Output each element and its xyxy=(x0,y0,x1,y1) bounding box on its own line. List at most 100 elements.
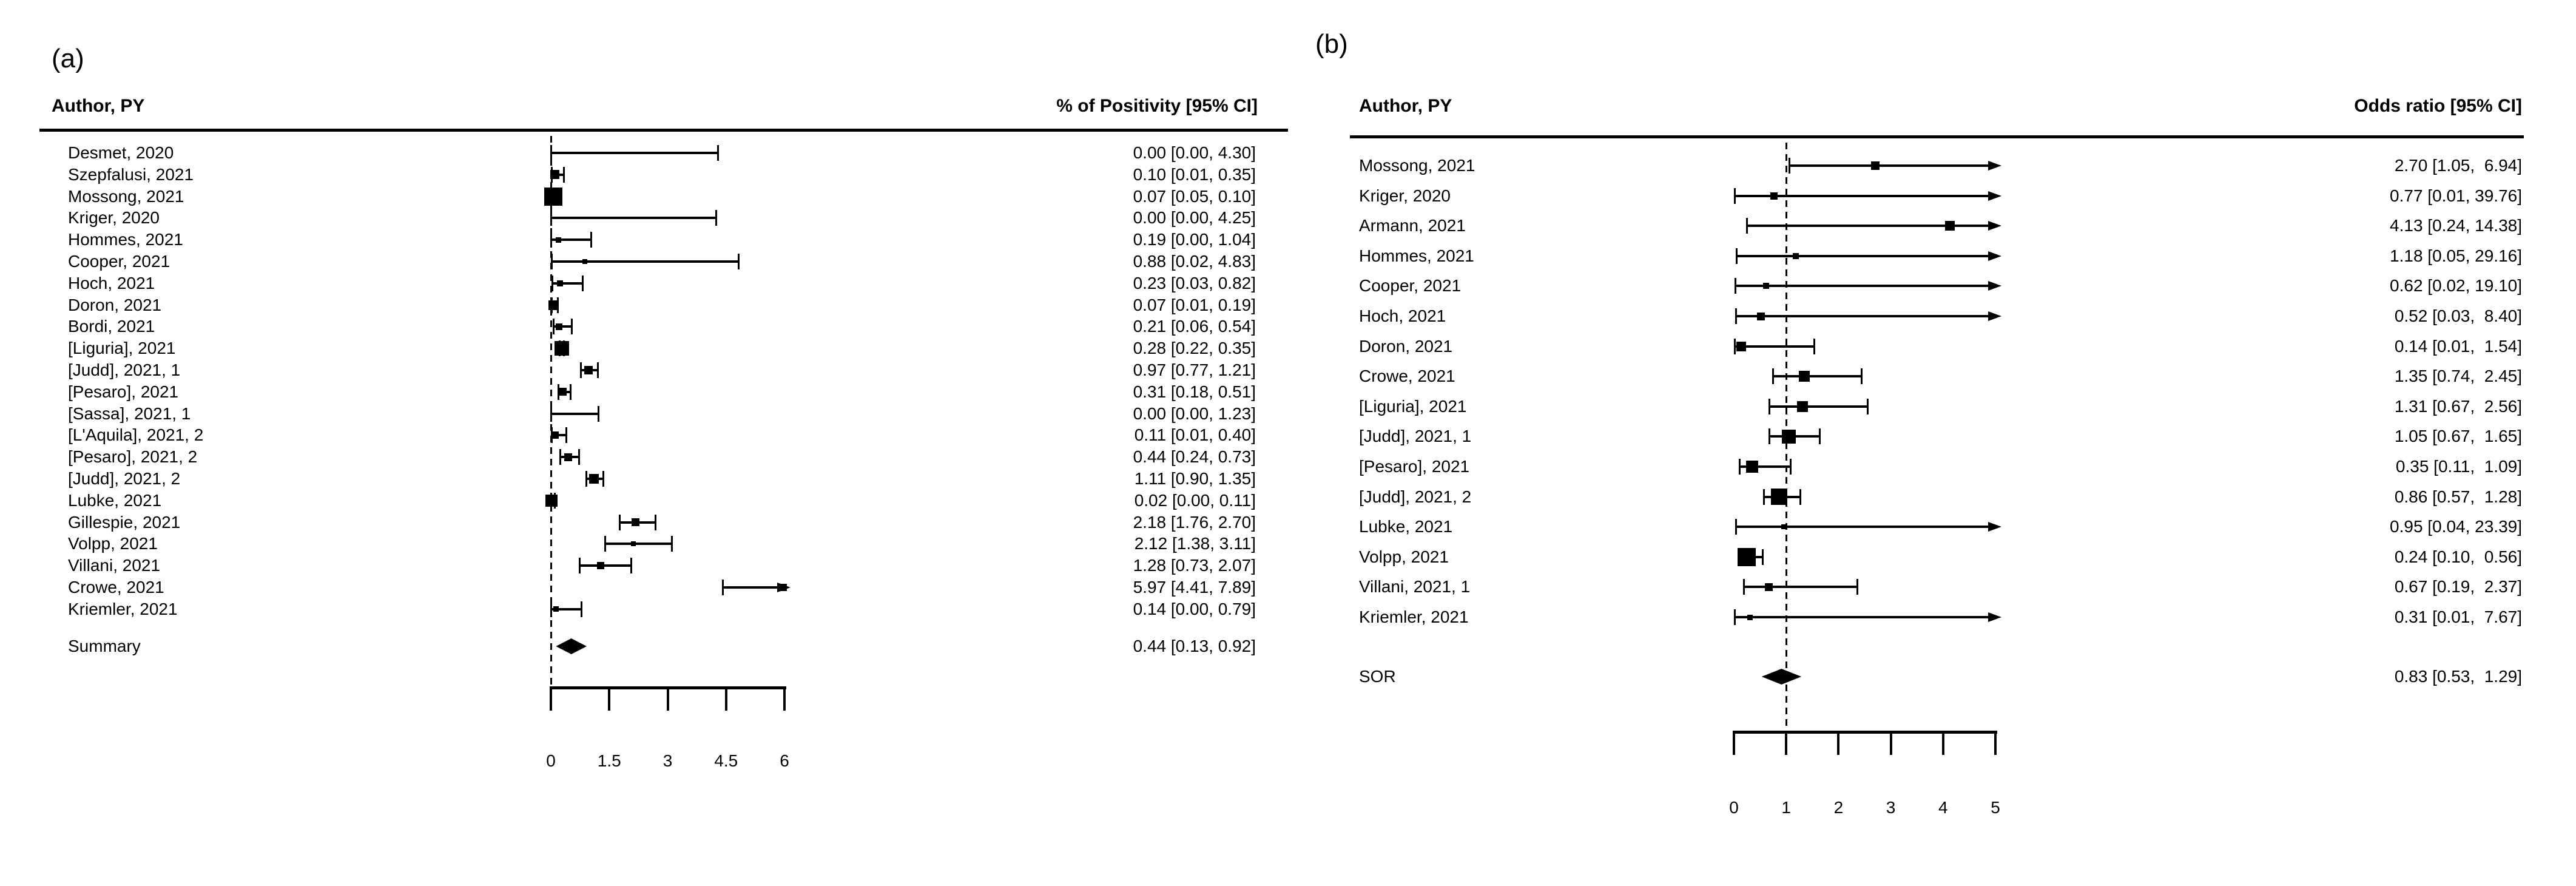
summary-value: 0.44 [0.13, 0.92] xyxy=(1133,637,1256,655)
estimate-marker xyxy=(1770,489,1787,506)
ci-whisker xyxy=(1739,465,1791,468)
ci-cap-right xyxy=(581,275,584,291)
summary-label: SOR xyxy=(1359,667,1396,686)
ci-whisker xyxy=(1736,254,1991,257)
ci-whisker xyxy=(1736,526,1991,529)
study-value: 0.97 [0.77, 1.21] xyxy=(1133,360,1256,379)
study-value: 0.23 [0.03, 0.82] xyxy=(1133,273,1256,293)
study-value: 0.19 [0.00, 1.04] xyxy=(1133,230,1256,249)
ci-cap-right xyxy=(1856,579,1859,595)
study-label: Kriemler, 2021 xyxy=(1359,607,1469,626)
ci-cap-left xyxy=(557,384,559,400)
ci-cap-left xyxy=(1733,188,1736,204)
estimate-marker xyxy=(555,323,562,330)
axis-tick-label: 5 xyxy=(1991,798,2000,817)
study-label: Villani, 2021, 1 xyxy=(1359,577,1471,597)
axis-tick-label: 0 xyxy=(546,751,556,770)
study-value: 0.86 [0.57, 1.28] xyxy=(2394,487,2522,506)
study-label: Kriger, 2020 xyxy=(68,208,160,228)
estimate-marker xyxy=(1746,461,1759,473)
estimate-marker xyxy=(545,494,558,507)
study-label: Lubke, 2021 xyxy=(1359,517,1453,536)
estimate-marker xyxy=(780,584,787,591)
study-label: Mossong, 2021 xyxy=(68,186,184,206)
ci-cap-left xyxy=(1733,338,1736,354)
ci-cap-right xyxy=(563,166,565,183)
ci-cap-left xyxy=(1736,248,1738,264)
study-value: 0.11 [0.01, 0.40] xyxy=(1134,425,1256,445)
ci-whisker xyxy=(1772,375,1863,378)
ci-arrow-right xyxy=(1988,612,2001,622)
estimate-marker xyxy=(631,541,636,547)
ci-whisker xyxy=(1735,315,1991,317)
study-value: 1.31 [0.67, 2.56] xyxy=(2394,396,2522,416)
ci-whisker xyxy=(1734,194,1991,197)
estimate-marker xyxy=(1945,221,1955,231)
ci-cap-right xyxy=(602,471,604,487)
study-value: 0.21 [0.06, 0.54] xyxy=(1133,317,1256,336)
estimate-marker xyxy=(544,187,563,206)
study-label: Lubke, 2021 xyxy=(68,490,162,510)
axis-tick-label: 6 xyxy=(780,751,789,770)
axis-tick xyxy=(724,686,727,711)
ci-cap-left xyxy=(1768,428,1770,445)
ci-cap-left xyxy=(559,449,562,465)
study-label: Bordi, 2021 xyxy=(68,317,155,336)
study-value: 0.67 [0.19, 2.37] xyxy=(2394,577,2522,597)
panel-a-author-header: Author, PY xyxy=(52,96,145,116)
estimate-marker xyxy=(1782,429,1796,444)
ci-cap-left xyxy=(1734,278,1736,294)
study-label: [Pesaro], 2021 xyxy=(68,382,179,401)
estimate-marker xyxy=(559,388,567,396)
study-value: 0.28 [0.22, 0.35] xyxy=(1133,339,1256,358)
axis-tick xyxy=(608,686,611,711)
ci-cap-right xyxy=(716,145,719,161)
ci-cap-left xyxy=(1735,308,1737,324)
study-value: 2.18 [1.76, 2.70] xyxy=(1133,512,1256,532)
study-value: 0.44 [0.24, 0.73] xyxy=(1133,447,1256,467)
study-label: Hoch, 2021 xyxy=(68,273,155,293)
ci-whisker xyxy=(551,217,716,220)
ci-whisker xyxy=(1768,405,1868,408)
ci-arrow-right xyxy=(1988,161,2001,171)
estimate-marker xyxy=(551,431,559,439)
ci-arrow-right xyxy=(1988,281,2001,291)
ci-cap-left xyxy=(1763,489,1765,505)
estimate-marker xyxy=(550,170,559,180)
ci-whisker xyxy=(551,260,739,263)
panel-a-header-rule xyxy=(39,129,1288,132)
estimate-marker xyxy=(548,300,559,310)
study-label: [Liguria], 2021 xyxy=(68,339,176,358)
study-value: 0.07 [0.01, 0.19] xyxy=(1133,295,1256,314)
estimate-marker xyxy=(1792,252,1799,259)
estimate-marker xyxy=(1747,614,1753,620)
ci-cap-right xyxy=(670,536,673,552)
study-value: 5.97 [4.41, 7.89] xyxy=(1133,578,1256,597)
study-value: 0.35 [0.11, 1.09] xyxy=(2395,457,2522,476)
study-label: Volpp, 2021 xyxy=(1359,547,1449,566)
study-value: 0.24 [0.10, 0.56] xyxy=(2394,547,2522,566)
axis-tick-label: 1.5 xyxy=(597,751,621,770)
summary-label: Summary xyxy=(68,637,141,655)
study-value: 0.77 [0.01, 39.76] xyxy=(2390,186,2522,205)
ci-whisker xyxy=(604,543,672,546)
study-label: Hommes, 2021 xyxy=(68,230,183,249)
ci-cap-right xyxy=(1762,549,1764,565)
study-label: Crowe, 2021 xyxy=(68,578,164,597)
panel-a-value-header: % of Positivity [95% CI] xyxy=(1056,96,1258,116)
estimate-marker xyxy=(1796,401,1808,412)
estimate-marker xyxy=(564,453,572,461)
ci-cap-left xyxy=(550,145,552,161)
ci-cap-left xyxy=(578,558,581,574)
study-label: Volpp, 2021 xyxy=(68,534,158,553)
ci-cap-right xyxy=(1789,459,1792,475)
summary-value: 0.83 [0.53, 1.29] xyxy=(2394,667,2522,686)
ci-cap-right xyxy=(1866,398,1869,414)
study-value: 0.14 [0.01, 1.54] xyxy=(2394,336,2522,356)
axis-tick xyxy=(1733,731,1735,755)
ci-cap-right xyxy=(596,362,599,378)
estimate-marker xyxy=(582,259,588,264)
ci-whisker xyxy=(1744,586,1858,589)
axis-tick-label: 2 xyxy=(1833,798,1844,817)
study-value: 2.70 [1.05, 6.94] xyxy=(2394,156,2522,175)
